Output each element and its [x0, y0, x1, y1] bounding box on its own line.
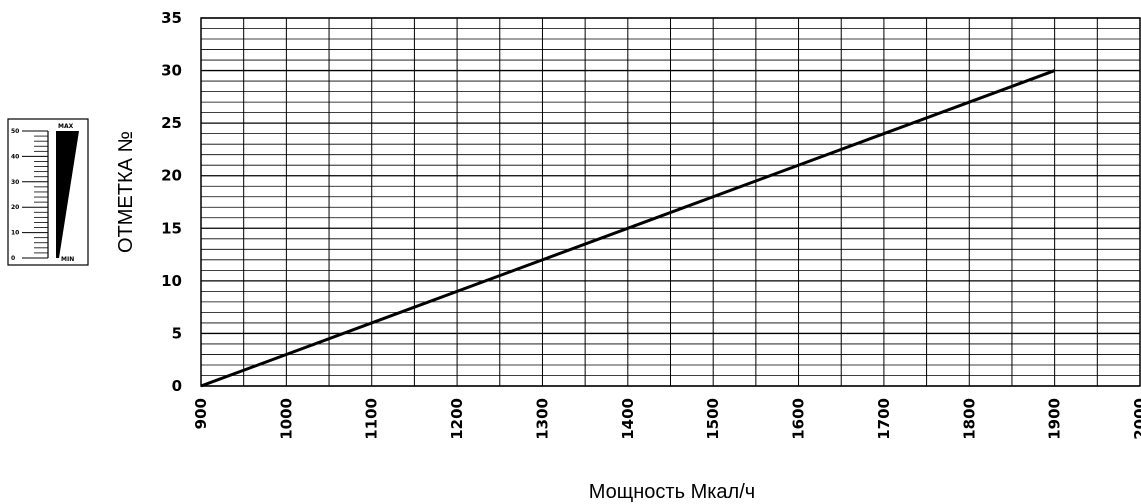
y-axis-ticks: 0 5 10 15 20 25 30 35 — [161, 9, 182, 395]
dial-scale-label: 40 — [11, 153, 19, 160]
x-tick-label: 1600 — [790, 398, 808, 440]
x-tick-label: 1900 — [1046, 398, 1064, 440]
x-tick-label: 1300 — [533, 398, 551, 440]
y-tick-label: 5 — [172, 324, 182, 342]
x-tick-label: 1200 — [448, 398, 466, 440]
x-axis-ticks: 900 1000 1100 1200 1300 1400 1500 1600 1700 1800 1… — [192, 398, 1141, 440]
dial-scale-label: 50 — [11, 128, 19, 135]
y-tick-label: 25 — [161, 114, 182, 132]
dial-scale-label: 30 — [11, 179, 19, 186]
plot-frame — [200, 17, 1141, 387]
damper-dial-icon: 0 10 20 30 40 50 MAX MIN — [7, 118, 89, 266]
dial-scale-label: 20 — [11, 204, 19, 211]
y-tick-label: 10 — [161, 272, 182, 290]
dial-min-label: MIN — [61, 256, 74, 263]
dial-scale-label: 0 — [11, 255, 15, 262]
y-tick-label: 15 — [161, 219, 182, 237]
chart-series — [200, 69, 1056, 388]
dial-max-label: MAX — [58, 123, 74, 130]
x-tick-label: 1400 — [619, 398, 637, 440]
dial-wedge — [56, 131, 79, 258]
x-tick-label: 1000 — [277, 398, 295, 440]
x-tick-label: 900 — [192, 398, 210, 429]
y-tick-label: 30 — [161, 62, 182, 80]
x-axis-label: Мощность Мкал/ч — [589, 481, 755, 503]
dial-scale-label: 10 — [11, 230, 19, 237]
y-axis-label: ОТМЕТКА № — [115, 131, 137, 253]
series-line — [200, 69, 1056, 388]
x-tick-label: 1800 — [960, 398, 978, 440]
x-tick-label: 1700 — [875, 398, 893, 440]
y-tick-label: 0 — [172, 377, 182, 395]
y-tick-label: 35 — [161, 9, 182, 27]
x-tick-label: 2000 — [1131, 398, 1141, 440]
x-tick-label: 1500 — [704, 398, 722, 440]
y-tick-label: 20 — [161, 167, 182, 185]
x-tick-label: 1100 — [363, 398, 381, 440]
chart-grid — [200, 17, 1141, 387]
